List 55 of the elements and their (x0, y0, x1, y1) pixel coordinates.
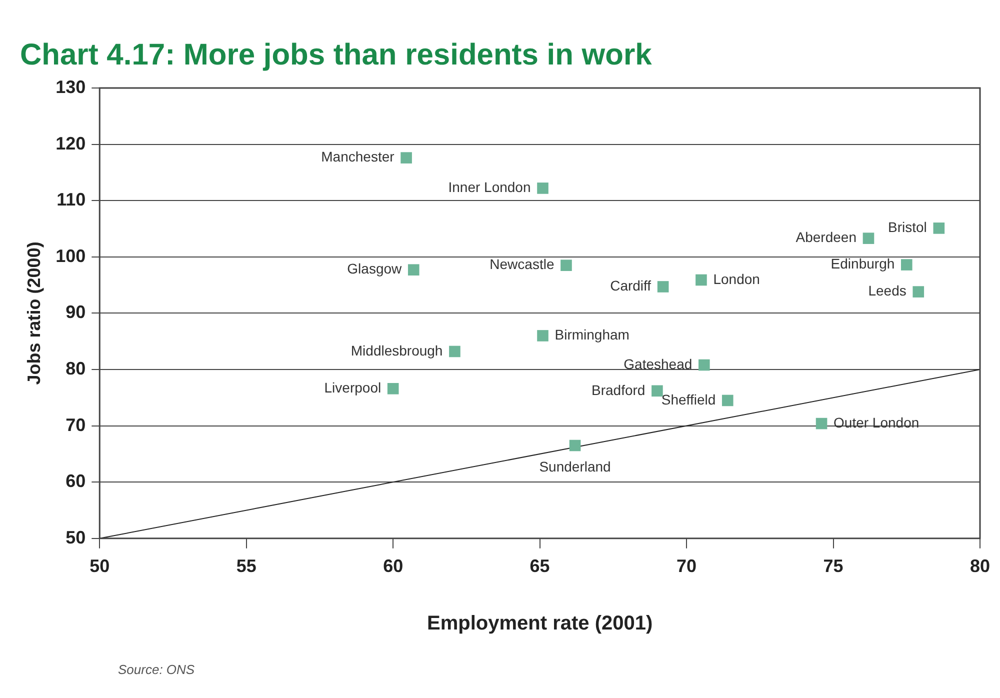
x-tick-label: 55 (236, 556, 256, 576)
x-tick-label: 75 (823, 556, 844, 576)
point (400, 152, 412, 164)
annotation: Inner London (448, 179, 531, 196)
annotation: Leeds (868, 282, 906, 299)
annotation: Manchester (321, 148, 395, 165)
x-axis-title: Employment rate (2001) (426, 612, 653, 635)
annotation: Aberdeen (796, 229, 856, 246)
annotation: Sunderland (539, 458, 611, 474)
point (862, 232, 874, 244)
point (652, 385, 663, 397)
point (387, 382, 399, 394)
source-note: Source: ONS (118, 662, 195, 677)
y-tick-label: 50 (66, 527, 86, 548)
point (933, 222, 945, 234)
y-tick-label: 130 (56, 76, 86, 97)
annotation: Liverpool (324, 380, 382, 396)
annotation: Sheffield (661, 391, 716, 408)
annotation: Birmingham (554, 326, 630, 343)
y-tick-label: 110 (56, 190, 86, 210)
annotation: Bradford (592, 382, 646, 398)
annotation: Cardiff (610, 278, 652, 294)
y-tick-label: 60 (66, 471, 86, 492)
annotation: Newcastle (490, 256, 554, 272)
annotation: Edinburgh (830, 256, 895, 272)
annotation: Glasgow (347, 260, 403, 277)
point (560, 260, 572, 271)
y-axis-title: Jobs ratio (2000) (24, 242, 44, 385)
point (722, 394, 734, 406)
annotation: Gateshead (624, 356, 692, 372)
annotation: London (713, 270, 760, 287)
point (449, 346, 460, 358)
y-tick-label: 120 (56, 133, 86, 154)
x-tick-label: 65 (530, 556, 550, 576)
y-tick-label: 90 (66, 302, 86, 322)
x-tick-label: 60 (383, 556, 404, 576)
point (569, 440, 581, 452)
annotation: Middlesbrough (350, 342, 443, 358)
chart-title: Chart 4.17: More jobs than residents in work (20, 38, 652, 72)
point (537, 182, 548, 194)
x-tick-label: 80 (970, 556, 990, 576)
point (408, 264, 420, 276)
annotation: Bristol (888, 219, 927, 236)
point (698, 359, 710, 371)
point (537, 330, 548, 342)
y-tick-label: 80 (66, 358, 86, 378)
point (900, 259, 912, 270)
point (816, 418, 828, 430)
y-tick-label: 100 (56, 246, 86, 266)
x-tick-label: 50 (90, 556, 110, 576)
point (912, 286, 924, 298)
x-tick-label: 70 (676, 556, 697, 576)
point (696, 274, 707, 286)
point (657, 281, 669, 292)
y-tick-label: 70 (66, 414, 86, 435)
